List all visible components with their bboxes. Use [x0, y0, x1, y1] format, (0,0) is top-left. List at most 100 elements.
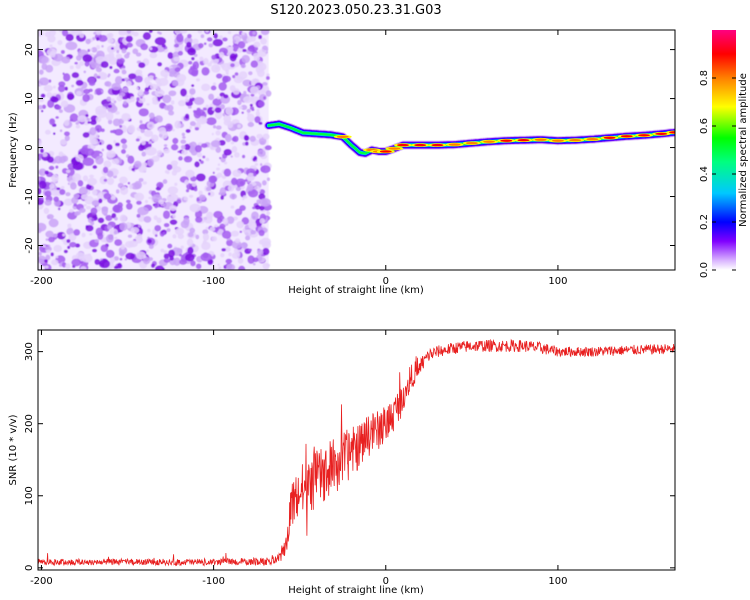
ridge-peak [638, 134, 651, 137]
noise-speckle [240, 104, 248, 111]
noise-speckle [66, 227, 74, 236]
noise-speckle [49, 183, 55, 189]
noise-speckle [162, 267, 165, 270]
noise-speckle [154, 37, 167, 46]
noise-speckle [94, 258, 101, 265]
noise-speckle [128, 73, 137, 80]
noise-speckle [58, 109, 63, 113]
noise-speckle [222, 75, 229, 84]
noise-speckle [258, 121, 263, 125]
noise-speckle [223, 148, 232, 156]
noise-speckle [111, 47, 114, 50]
y-tick-label: 100 [24, 486, 35, 505]
noise-speckle [257, 149, 266, 157]
noise-speckle [45, 238, 49, 241]
noise-speckle [38, 153, 44, 158]
noise-speckle [262, 82, 268, 87]
noise-speckle [100, 61, 109, 68]
figure-title: S120.2023.050.23.31.G03 [270, 3, 441, 18]
noise-speckle [119, 176, 128, 184]
noise-speckle [42, 244, 46, 248]
noise-speckle [139, 120, 143, 124]
noise-speckle [226, 216, 235, 225]
noise-speckle [178, 156, 183, 161]
noise-speckle [189, 125, 193, 129]
noise-speckle [187, 33, 192, 39]
noise-speckle [63, 249, 68, 254]
x-tick-label: 0 [383, 276, 389, 287]
noise-speckle [87, 77, 96, 84]
noise-speckle [173, 56, 180, 62]
noise-speckle [241, 32, 245, 36]
ridge-peak [414, 143, 427, 147]
noise-speckle [217, 116, 221, 120]
noise-speckle [191, 56, 195, 61]
noise-speckle [215, 125, 222, 130]
noise-speckle [255, 110, 260, 117]
noise-speckle [155, 85, 161, 90]
noise-speckle [67, 223, 72, 229]
noise-speckle [253, 155, 258, 161]
noise-speckle [242, 197, 245, 201]
noise-speckle [224, 133, 232, 143]
noise-speckle [157, 62, 163, 67]
noise-speckle [172, 234, 177, 239]
noise-speckle [252, 262, 256, 266]
snr-frame [37, 329, 676, 571]
colorbar-gradient [712, 30, 736, 270]
noise-speckle [106, 33, 112, 39]
noise-speckle [189, 94, 193, 99]
noise-speckle [82, 175, 89, 182]
noise-speckle [46, 48, 57, 56]
x-tick-label: 100 [548, 276, 567, 287]
noise-speckle [256, 109, 260, 112]
noise-speckle [223, 161, 228, 165]
noise-speckle [63, 73, 71, 82]
noise-speckle [242, 79, 252, 87]
noise-speckle [154, 234, 158, 238]
noise-speckle [212, 171, 215, 175]
noise-speckle [254, 162, 259, 166]
noise-speckle [180, 139, 187, 144]
noise-speckle [91, 189, 98, 195]
noise-speckle [151, 134, 159, 142]
noise-speckle [225, 106, 234, 116]
noise-speckle [126, 80, 132, 87]
noise-speckle [141, 151, 147, 157]
noise-speckle [169, 219, 178, 225]
noise-speckle [188, 60, 193, 65]
noise-speckle [191, 38, 199, 45]
noise-speckle [237, 124, 242, 129]
noise-speckle [261, 180, 267, 186]
noise-speckle [93, 31, 97, 35]
noise-speckle [220, 104, 225, 110]
noise-speckle [163, 222, 170, 228]
noise-speckle [156, 82, 163, 87]
noise-speckle [44, 199, 52, 206]
noise-speckle [40, 148, 44, 154]
noise-speckle [168, 110, 175, 116]
noise-speckle [206, 117, 217, 126]
noise-speckle [177, 150, 180, 153]
y-tick-label: 200 [24, 414, 35, 433]
noise-speckle [205, 186, 212, 192]
noise-speckle [55, 255, 59, 259]
noise-speckle [194, 209, 203, 219]
noise-speckle [174, 67, 181, 73]
noise-speckle [158, 199, 165, 205]
noise-speckle [259, 218, 266, 224]
noise-speckle [124, 258, 128, 261]
ridge-peak [379, 150, 392, 153]
noise-speckle [71, 72, 80, 79]
noise-speckle [38, 177, 41, 181]
noise-speckle [176, 199, 182, 204]
noise-speckle [106, 177, 115, 186]
noise-speckle [115, 53, 123, 59]
noise-speckle [104, 74, 108, 78]
noise-speckle [187, 47, 197, 56]
noise-speckle [232, 74, 236, 79]
noise-speckle [189, 97, 196, 102]
noise-speckle [55, 165, 59, 169]
noise-speckle [223, 119, 232, 126]
